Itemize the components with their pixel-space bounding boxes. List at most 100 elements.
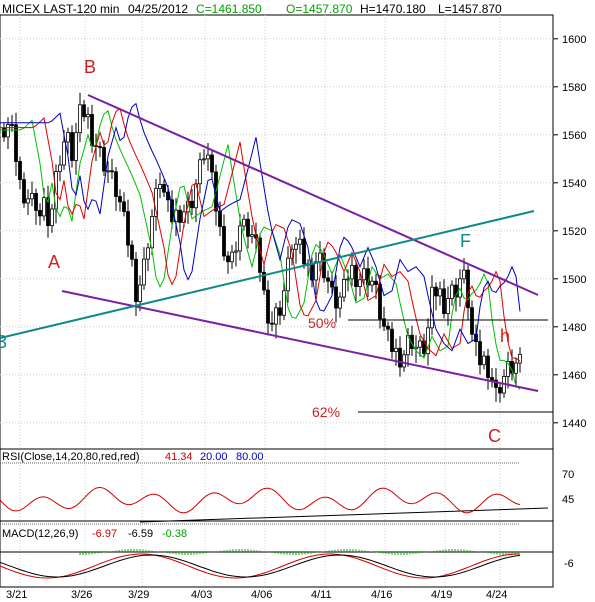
candle-body (130, 244, 134, 260)
candle-body (46, 197, 50, 226)
candle-body (66, 132, 70, 143)
candle-body (218, 210, 222, 227)
price-tick-1520: 1520 (562, 226, 586, 238)
price-tick-1440: 1440 (562, 418, 586, 430)
trend-lines (0, 94, 539, 392)
candle-body (378, 284, 382, 320)
candle-body (82, 104, 86, 118)
header-low: L=1457.870 (438, 2, 502, 16)
candle-body (498, 387, 502, 394)
candle-body (354, 265, 358, 288)
candle-body (250, 234, 254, 237)
candle-body (78, 104, 82, 134)
ma-red-line (0, 107, 521, 362)
candle-body (358, 279, 362, 288)
rsi-value: 41.34 (165, 451, 193, 463)
candle-body (282, 290, 286, 316)
candle-body (442, 288, 446, 315)
time-tick-4/24: 4/24 (486, 589, 507, 601)
candle-body (10, 124, 14, 126)
header-close: C=1461.850 (196, 2, 262, 16)
time-tick-3/21: 3/21 (6, 589, 27, 601)
candle-body (362, 268, 366, 281)
candle-body (234, 250, 238, 253)
header-symbol: MICEX LAST-120 min (2, 2, 119, 16)
rsi-lower: 20.00 (200, 451, 228, 463)
moving-averages (0, 102, 521, 390)
candle-body (486, 355, 490, 378)
candle-body (410, 334, 414, 350)
candle-body (398, 347, 402, 368)
time-tick-4/16: 4/16 (371, 589, 392, 601)
candle-body (210, 154, 214, 173)
price-tick-1540: 1540 (562, 178, 586, 190)
candle-body (34, 193, 38, 211)
label-A: A (48, 252, 60, 272)
candle-body (38, 209, 42, 217)
candle-body (50, 208, 54, 227)
candle-body (110, 170, 114, 173)
rsi-line (0, 486, 521, 514)
candle-body (330, 280, 334, 288)
macd-signal: -6.59 (128, 528, 153, 540)
candle-body (374, 280, 378, 285)
rsi-label: RSI(Close,14,20,80,red,red) (2, 451, 140, 463)
candle-body (314, 261, 318, 281)
candle-body (62, 141, 66, 166)
label-C: C (488, 426, 501, 446)
candle-body (202, 158, 206, 161)
fib-62-label: 62% (312, 404, 340, 420)
time-tick-3/29: 3/29 (128, 589, 149, 601)
candle-body (478, 341, 482, 366)
candle-body (70, 132, 74, 161)
candle-body (470, 307, 474, 335)
candle-body (318, 252, 322, 263)
time-tick-4/19: 4/19 (431, 589, 452, 601)
candle-body (242, 218, 246, 227)
support-trend-line (0, 210, 535, 339)
ma-blue-line (0, 102, 521, 352)
candle-body (298, 238, 302, 245)
candle-body (158, 184, 162, 189)
candle-body (22, 179, 26, 204)
price-tick-1500: 1500 (562, 274, 586, 286)
rsi-tick-45: 45 (562, 494, 574, 506)
candle-body (390, 328, 394, 352)
price-tick-1480: 1480 (562, 322, 586, 334)
header-high: H=1470.180 (360, 2, 426, 16)
candle-body (18, 161, 22, 181)
candle-body (122, 201, 126, 212)
candle-body (146, 247, 150, 260)
candle-body (58, 164, 62, 172)
candle-body (450, 284, 454, 299)
candle-body (230, 251, 234, 263)
candles (2, 92, 522, 403)
time-axis: 3/21 3/26 3/29 4/03 4/06 4/11 4/16 4/19 4/24 (6, 589, 507, 601)
candle-body (6, 124, 10, 138)
candle-body (190, 200, 194, 209)
candle-body (270, 322, 274, 325)
macd-signal-line (0, 554, 521, 578)
candle-body (98, 146, 102, 148)
rsi-path (0, 486, 521, 514)
time-tick-3/26: 3/26 (71, 589, 92, 601)
price-tick-1580: 1580 (562, 82, 586, 94)
candle-body (26, 198, 30, 204)
label-B: B (84, 57, 96, 77)
candle-body (102, 147, 106, 172)
candle-body (118, 196, 122, 203)
candle-body (226, 255, 230, 263)
candle-body (506, 360, 510, 377)
candle-body (178, 209, 182, 223)
candle-body (222, 226, 226, 257)
candle-body (278, 307, 282, 316)
candle-body (446, 298, 450, 314)
candle-body (466, 269, 470, 309)
candle-body (134, 258, 138, 302)
candle-body (138, 284, 142, 302)
candle-body (142, 258, 146, 286)
candle-body (402, 354, 406, 368)
rsi-tick-70: 70 (562, 469, 574, 481)
